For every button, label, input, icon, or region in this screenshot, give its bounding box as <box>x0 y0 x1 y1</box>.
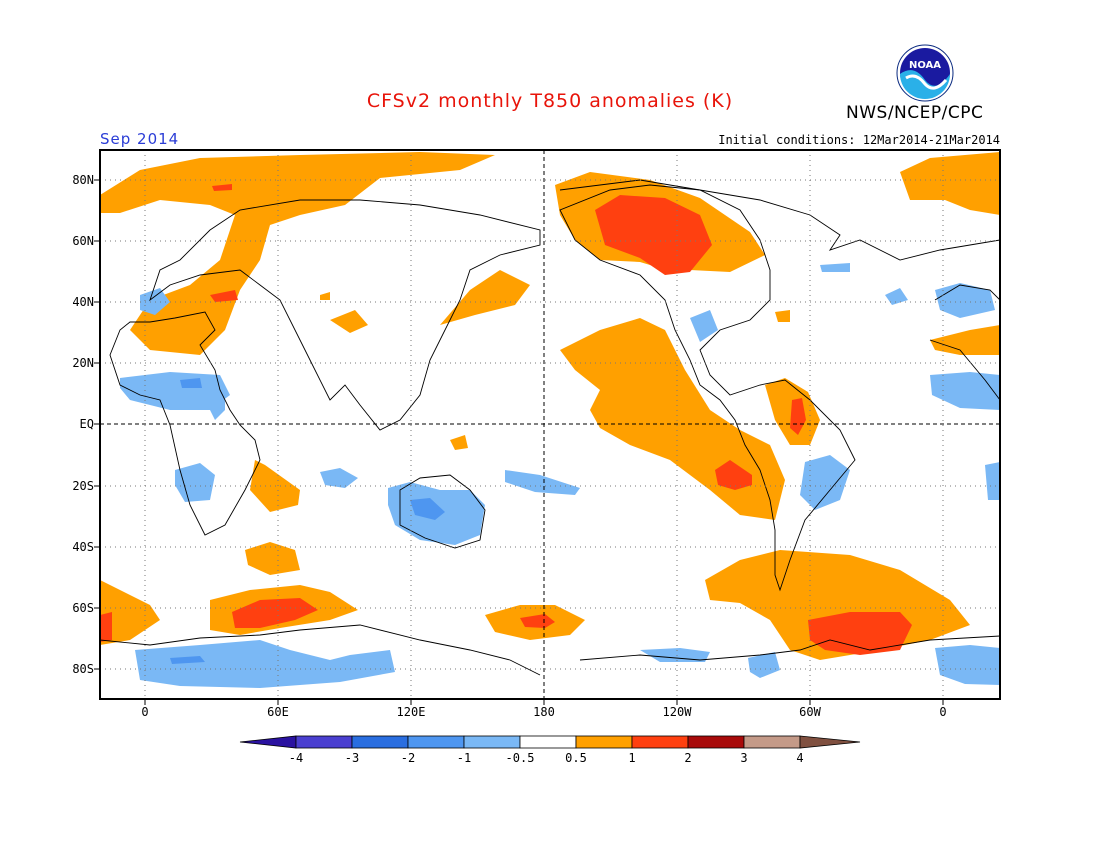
initial-conditions-label: Initial conditions: 12Mar2014-21Mar2014 <box>718 133 1000 147</box>
moderate-cool-anomaly-regions <box>170 378 445 664</box>
anomaly-fields <box>100 152 1000 688</box>
colorbar-label: -4 <box>288 751 304 765</box>
coastlines <box>100 179 1000 676</box>
lon-label: 60E <box>267 705 289 719</box>
colorbar-bin <box>295 735 353 749</box>
lon-label: 180 <box>533 705 555 719</box>
gridlines <box>100 150 1000 699</box>
lat-label: 20S <box>72 479 94 493</box>
colorbar-bin <box>407 735 465 749</box>
colorbar-label: 0.5 <box>565 751 587 765</box>
colorbar-bin <box>463 735 521 749</box>
lat-label: 40N <box>72 295 94 309</box>
lat-label: 80S <box>72 662 94 676</box>
colorbar-label: 1 <box>628 751 636 765</box>
warm-anomaly-regions <box>100 152 1000 660</box>
noaa-logo-icon: NOAA <box>896 44 954 102</box>
colorbar-min-arrow <box>239 735 297 749</box>
colorbar-bin <box>743 735 801 749</box>
lon-label: 0 <box>141 705 149 719</box>
noaa-logo-text: NOAA <box>909 60 941 71</box>
cool-anomaly-regions <box>120 263 1000 688</box>
organization-label: NWS/NCEP/CPC <box>846 103 984 123</box>
axis-ticks <box>94 179 944 705</box>
lat-label: 60N <box>72 234 94 248</box>
lat-label: EQ <box>79 417 94 431</box>
map-title: CFSv2 monthly T850 anomalies (K) <box>366 90 734 112</box>
colorbar-label: -0.5 <box>505 751 535 765</box>
lat-label: 20N <box>72 356 94 370</box>
colorbar-label: -1 <box>456 751 472 765</box>
colorbar-bin <box>631 735 689 749</box>
colorbar-label: -2 <box>400 751 416 765</box>
lon-label: 60W <box>799 705 821 719</box>
valid-month-label: Sep 2014 <box>100 130 180 148</box>
lat-label: 60S <box>72 601 94 615</box>
colorbar-bin <box>519 735 577 749</box>
colorbar-bin <box>687 735 745 749</box>
colorbar-label: 4 <box>796 751 804 765</box>
lat-label: 40S <box>72 540 94 554</box>
colorbar-label: 3 <box>740 751 748 765</box>
colorbar-max-arrow <box>799 735 861 749</box>
lon-label: 120W <box>662 705 692 719</box>
lon-label: 120E <box>396 705 426 719</box>
colorbar <box>239 735 861 749</box>
colorbar-bin <box>575 735 633 749</box>
strong-warm-anomaly-regions <box>100 184 912 655</box>
colorbar-bin <box>351 735 409 749</box>
equator-dateline <box>100 150 1000 699</box>
colorbar-label: -3 <box>344 751 360 765</box>
colorbar-label: 2 <box>684 751 692 765</box>
lat-label: 80N <box>72 173 94 187</box>
lon-label: 0 <box>939 705 947 719</box>
